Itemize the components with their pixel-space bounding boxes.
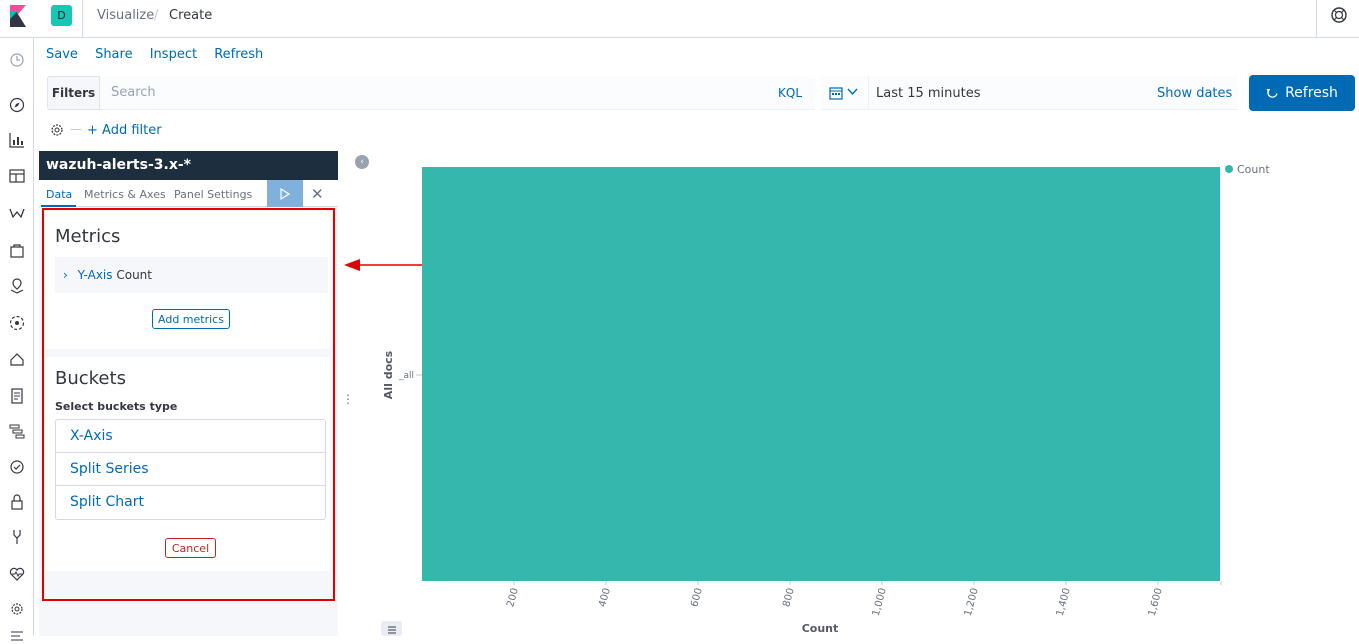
discard-changes-close-icon[interactable]: ✕ [311,185,324,203]
y-category-label: _all [398,371,414,381]
visualization-editor-sidebar: wazuh-alerts-3.x-* Data Metrics & Axes P… [39,151,338,636]
recently-viewed-icon[interactable] [9,52,25,68]
x-tick-label: 1,000 [871,587,889,618]
resize-handle[interactable]: ⋮ [342,392,354,406]
metrics-title: Metrics [55,226,121,247]
legend-entry-count[interactable]: Count [1237,163,1270,176]
filter-divider: — [70,122,82,136]
quick-date-menu-button[interactable] [821,76,868,110]
header-divider [82,0,83,38]
play-icon [280,187,290,200]
help-icon[interactable] [1330,6,1348,24]
management-gear-icon[interactable] [9,601,25,617]
ml-icon[interactable] [9,315,25,331]
dashboard-icon[interactable] [9,168,25,184]
buckets-title: Buckets [55,368,126,389]
calendar-icon [829,87,843,100]
apm-icon[interactable] [9,423,25,439]
index-pattern-title: wazuh-alerts-3.x-* [39,151,338,180]
breadcrumb-create: Create [169,8,213,23]
select-buckets-type-label: Select buckets type [55,400,178,413]
canvas-icon[interactable] [9,243,25,259]
x-tick-label: 1,600 [1147,587,1165,618]
buckets-section: Buckets Select buckets type X-Axis Split… [45,357,330,571]
agg-axis-label[interactable]: Y-Axis [77,268,113,282]
refresh-button-label: Refresh [1285,85,1338,101]
legend-toggle-button[interactable] [381,621,402,636]
data-panel-highlight: Metrics › Y-Axis Count Add metrics Bucke… [42,208,335,601]
show-dates-link[interactable]: Show dates [1157,86,1233,101]
bucket-option-split-series[interactable]: Split Series [56,453,325,486]
tab-panel-settings[interactable]: Panel Settings [174,188,253,201]
bar-chart: _all 200 400 600 800 1,000 1,200 1,400 1,600 Coun… [382,163,1270,635]
editor-tabs: Data Metrics & Axes Panel Settings ✕ [39,180,338,207]
bucket-type-list: X-Axis Split Series Split Chart [55,419,326,520]
x-tick-label: 1,400 [1055,587,1073,618]
security-icon[interactable] [9,494,25,510]
chevron-right-icon[interactable]: › [63,268,68,282]
tab-data[interactable]: Data [46,188,73,201]
save-link[interactable]: Save [46,47,78,62]
x-tick-label: 800 [781,587,797,608]
breadcrumb-separator: / [154,8,159,23]
filter-options-gear-icon[interactable] [50,123,64,137]
x-tick-label: 600 [689,587,705,608]
dev-tools-icon[interactable] [9,529,25,545]
y-axis-title: All docs [382,350,395,399]
x-tick-label: 200 [505,587,521,608]
space-avatar[interactable]: D [51,5,72,26]
x-tick-label: 400 [597,587,613,608]
metrics-section: Metrics › Y-Axis Count Add metrics [45,211,330,349]
refresh-icon [1266,88,1278,98]
maps-icon[interactable] [9,278,25,294]
time-range-text[interactable]: Last 15 minutes [876,86,981,101]
infrastructure-icon[interactable] [9,351,25,367]
agg-type-label: Count [116,268,152,282]
refresh-link[interactable]: Refresh [214,47,264,62]
list-icon [388,626,396,634]
kibana-logo-icon[interactable] [8,5,28,27]
top-header: D Visualize / Create [0,0,1359,38]
collapse-sidebar-icon[interactable]: ‹ [355,155,369,169]
refresh-button[interactable]: Refresh [1249,75,1355,111]
time-range-display[interactable] [868,76,1238,110]
breadcrumb-visualize[interactable]: Visualize [97,8,155,23]
inspect-link[interactable]: Inspect [149,47,198,62]
monitoring-icon[interactable] [9,566,25,582]
discover-icon[interactable] [9,97,25,113]
cancel-button[interactable]: Cancel [165,538,216,558]
side-navigation [0,38,34,641]
active-tab-indicator [41,205,76,207]
top-nav-menu: Save Share Inspect Refresh [46,47,276,62]
x-axis-title: Count [802,622,839,635]
apply-changes-button[interactable] [267,180,303,207]
uptime-icon[interactable] [9,458,25,474]
query-language-toggle[interactable]: KQL [778,86,802,100]
search-input[interactable] [100,76,815,110]
add-metrics-button[interactable]: Add metrics [152,309,230,329]
collapse-menu-icon[interactable] [9,628,25,644]
header-divider-right [1316,0,1317,38]
legend-swatch [1225,165,1233,173]
chart-bar[interactable] [422,167,1220,581]
metric-agg-y-axis[interactable]: › Y-Axis Count [55,257,328,293]
wazuh-icon[interactable] [9,206,25,222]
x-tick-label: 1,200 [963,587,981,618]
tab-metrics-axes[interactable]: Metrics & Axes [84,188,166,201]
share-link[interactable]: Share [95,47,133,62]
bucket-option-x-axis[interactable]: X-Axis [56,420,325,453]
filters-button[interactable]: Filters [47,76,100,110]
visualize-icon[interactable] [9,132,25,148]
bucket-option-split-chart[interactable]: Split Chart [70,494,144,510]
add-filter-link[interactable]: + Add filter [87,123,162,138]
chevron-down-icon [847,88,858,96]
logs-icon[interactable] [9,388,25,404]
